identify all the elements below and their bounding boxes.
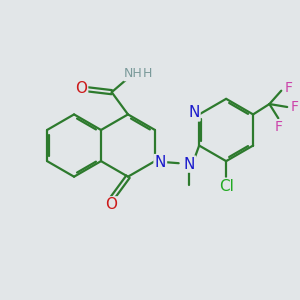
Text: F: F xyxy=(274,120,282,134)
Text: N: N xyxy=(188,105,200,120)
Text: H: H xyxy=(143,67,152,80)
Text: F: F xyxy=(291,100,298,114)
Text: O: O xyxy=(105,197,117,212)
Text: NH: NH xyxy=(124,67,143,80)
Text: N: N xyxy=(154,155,166,170)
Text: N: N xyxy=(184,157,195,172)
Text: F: F xyxy=(285,81,293,95)
Text: O: O xyxy=(75,81,87,96)
Text: Cl: Cl xyxy=(219,179,234,194)
